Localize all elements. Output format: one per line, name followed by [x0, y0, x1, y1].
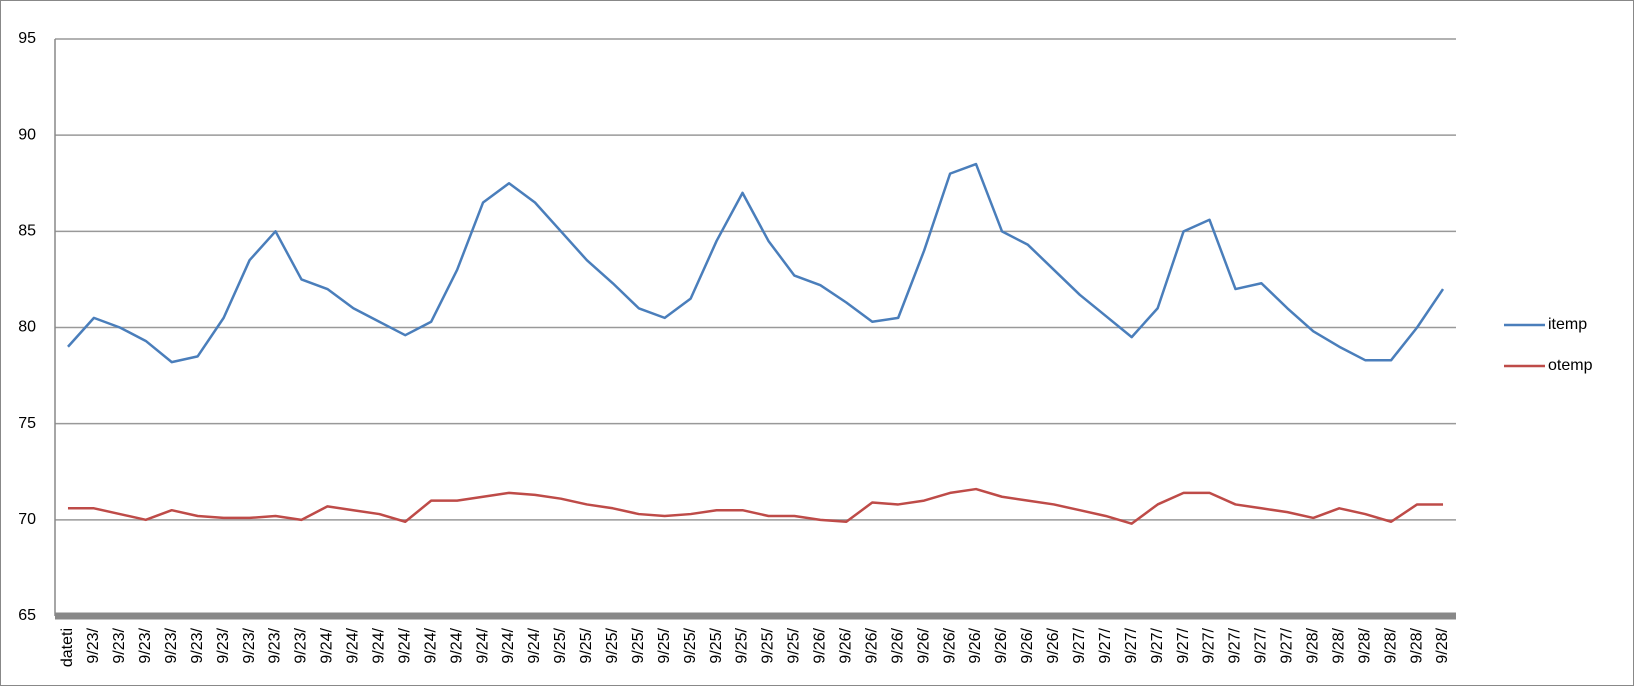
x-tick-label: 9/24/	[345, 627, 362, 663]
x-tick-label: 9/26/	[967, 627, 984, 663]
x-tick-label: 9/24/	[422, 627, 439, 663]
x-tick-label: 9/25/	[604, 627, 621, 663]
x-tick-label: 9/25/	[682, 627, 699, 663]
y-tick-label: 80	[18, 319, 36, 336]
x-tick-label: 9/26/	[941, 627, 958, 663]
x-tick-label: 9/25/	[578, 627, 595, 663]
x-tick-label: 9/23/	[85, 627, 102, 663]
x-tick-label: 9/24/	[371, 627, 388, 663]
x-tick-label: 9/26/	[1019, 627, 1036, 663]
x-tick-label: 9/24/	[474, 627, 491, 663]
x-tick-label: 9/24/	[396, 627, 413, 663]
x-tick-label: 9/26/	[993, 627, 1010, 663]
x-tick-label: 9/27/	[1253, 627, 1270, 663]
x-tick-label: 9/27/	[1123, 627, 1140, 663]
x-tick-label: 9/25/	[630, 627, 647, 663]
x-tick-label: 9/25/	[760, 627, 777, 663]
x-tick-label: 9/23/	[215, 627, 232, 663]
x-tick-label: 9/24/	[500, 627, 517, 663]
x-tick-label: 9/27/	[1097, 627, 1114, 663]
y-tick-label: 95	[18, 30, 36, 47]
y-tick-label: 85	[18, 223, 36, 240]
line	[67, 162, 1445, 364]
x-tick-label: 9/28/	[1330, 627, 1347, 663]
x-tick-label: 9/24/	[448, 627, 465, 663]
y-tick-label: 75	[18, 415, 36, 432]
line	[67, 487, 1444, 525]
x-tick-label: 9/25/	[734, 627, 751, 663]
x-tick-label: 9/27/	[1149, 627, 1166, 663]
y-tick-label: 90	[18, 126, 36, 143]
x-tick-label: 9/24/	[319, 627, 336, 663]
x-tick-label: 9/26/	[838, 627, 855, 663]
x-tick-label: 9/23/	[189, 627, 206, 663]
x-tick-label: 9/26/	[812, 627, 829, 663]
legend-label: itemp	[1548, 316, 1587, 333]
x-tick-label: 9/26/	[863, 627, 880, 663]
x-tick-label: dateti	[59, 628, 76, 667]
x-tick-label: 9/23/	[111, 627, 128, 663]
x-tick-label: 9/23/	[293, 627, 310, 663]
x-tick-label: 9/27/	[1071, 627, 1088, 663]
x-tick-label: 9/28/	[1305, 627, 1322, 663]
x-tick-label: 9/26/	[889, 627, 906, 663]
x-tick-label: 9/23/	[241, 627, 258, 663]
x-tick-label: 9/25/	[656, 627, 673, 663]
x-tick-label: 9/28/	[1408, 627, 1425, 663]
x-tick-label: 9/25/	[786, 627, 803, 663]
x-tick-label: 9/28/	[1382, 627, 1399, 663]
x-tick-label: 9/26/	[1045, 627, 1062, 663]
legend-label: otemp	[1548, 357, 1593, 374]
x-tick-label: 9/27/	[1279, 627, 1296, 663]
x-tick-label: 9/27/	[1201, 627, 1218, 663]
x-tick-label: 9/28/	[1356, 627, 1373, 663]
y-tick-label: 65	[18, 607, 36, 624]
x-tick-label: 9/23/	[163, 627, 180, 663]
y-tick-label: 70	[18, 511, 36, 528]
x-tick-label: 9/25/	[708, 627, 725, 663]
x-tick-label: 9/28/	[1434, 627, 1451, 663]
x-tick-label: 9/24/	[526, 627, 543, 663]
x-tick-label: 9/27/	[1227, 627, 1244, 663]
x-tick-label: 9/23/	[267, 627, 284, 663]
x-tick-label: 9/27/	[1175, 627, 1192, 663]
x-tick-label: 9/23/	[137, 627, 154, 663]
x-tick-label: 9/25/	[552, 627, 569, 663]
x-tick-label: 9/26/	[915, 627, 932, 663]
